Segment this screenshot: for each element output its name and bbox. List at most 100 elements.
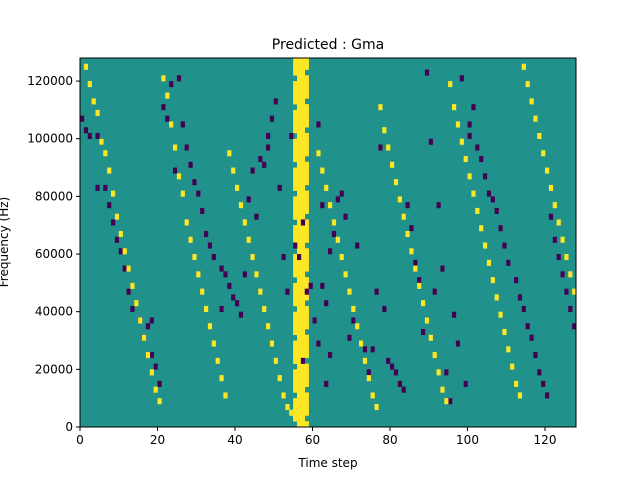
heatmap-cell-low — [463, 380, 468, 387]
heatmap-cell-band — [300, 415, 306, 422]
heatmap-cell-band — [297, 282, 302, 289]
heatmap-cell-high — [448, 81, 453, 88]
heatmap-cell-band — [300, 98, 306, 105]
heatmap-cell-low — [219, 305, 224, 312]
heatmap-cell-high — [87, 81, 92, 88]
heatmap-cell-high — [200, 288, 205, 295]
heatmap-cell-low — [324, 380, 329, 387]
heatmap-cell-band — [293, 225, 298, 232]
heatmap-cell-band — [297, 196, 302, 203]
heatmap-cell-low — [436, 202, 441, 209]
heatmap-cell-high — [514, 380, 519, 387]
heatmap-cell-high — [537, 132, 542, 140]
heatmap-cell-high — [207, 323, 213, 330]
heatmap-cell-band — [297, 132, 302, 140]
heatmap-cell-high — [242, 219, 247, 226]
heatmap-cell-band — [300, 305, 306, 312]
heatmap-cell-band — [297, 317, 302, 324]
heatmap-cell-low — [293, 242, 298, 249]
heatmap-cell-low — [378, 144, 383, 151]
heatmap-cell-band — [293, 357, 298, 364]
heatmap-cell-low — [517, 294, 523, 301]
heatmap-cell-low — [188, 161, 193, 168]
heatmap-cell-band — [304, 225, 309, 232]
y-tick-label: 100000 — [27, 132, 73, 146]
heatmap-cell-high — [211, 340, 216, 347]
heatmap-cell-band — [300, 167, 306, 174]
heatmap-cell-band — [304, 138, 309, 145]
heatmap-cell-high — [114, 213, 120, 220]
heatmap-cell-band — [304, 380, 309, 387]
heatmap-cell-high — [134, 300, 139, 307]
heatmap-cell-high — [424, 317, 430, 324]
heatmap-cell-band — [304, 190, 309, 197]
heatmap-cell-band — [304, 219, 309, 226]
heatmap-cell-low — [514, 277, 519, 284]
heatmap-cell-band — [300, 132, 306, 140]
heatmap-cell-band — [297, 398, 302, 405]
heatmap-cell-low — [486, 190, 492, 197]
heatmap-cell-band — [297, 138, 302, 145]
heatmap-cell-band — [293, 138, 298, 145]
heatmap-cell-band — [300, 104, 306, 111]
heatmap-cell-low — [149, 317, 154, 324]
heatmap-cell-band — [300, 288, 306, 295]
heatmap-cell-band — [304, 421, 309, 428]
x-tick-label: 40 — [227, 433, 242, 447]
heatmap-cell-band — [293, 86, 298, 93]
heatmap-cell-high — [331, 219, 337, 226]
heatmap-cell-low — [564, 288, 569, 295]
heatmap-cell-band — [300, 363, 306, 370]
heatmap-cell-high — [463, 156, 468, 163]
heatmap-cell-band — [300, 207, 306, 214]
heatmap-cell-band — [293, 403, 298, 411]
heatmap-cell-low — [250, 167, 255, 174]
heatmap-cell-band — [297, 144, 302, 151]
heatmap-cell-high — [219, 375, 224, 382]
heatmap-cell-low — [490, 196, 495, 203]
heatmap-cell-low — [533, 352, 538, 359]
heatmap-cell-high — [266, 323, 271, 330]
heatmap-cell-low — [130, 305, 135, 312]
heatmap-cell-band — [297, 156, 302, 163]
heatmap-cell-band — [300, 69, 306, 76]
heatmap-cell-high — [529, 98, 534, 105]
heatmap-cell-low — [386, 357, 391, 364]
heatmap-cell-low — [122, 265, 127, 272]
heatmap-cell-band — [300, 156, 306, 163]
heatmap-cell-low — [103, 184, 108, 191]
heatmap-cell-band — [300, 144, 306, 151]
heatmap-cell-high — [359, 340, 364, 347]
heatmap-cell-low — [304, 288, 309, 295]
heatmap-cell-high — [246, 236, 251, 243]
heatmap-cell-low — [467, 121, 472, 128]
x-tick-label: 60 — [305, 433, 320, 447]
heatmap-cell-high — [285, 403, 290, 411]
heatmap-cell-band — [297, 363, 302, 370]
heatmap-cell-band — [304, 161, 309, 168]
heatmap-cell-low — [432, 288, 437, 295]
heatmap-cell-band — [300, 236, 306, 243]
heatmap-cell-low — [390, 363, 395, 370]
heatmap-cell-high — [289, 409, 294, 416]
heatmap-cell-band — [297, 415, 302, 422]
heatmap-cell-low — [269, 115, 275, 122]
x-tick-label: 0 — [76, 433, 84, 447]
heatmap-cell-low — [370, 346, 375, 353]
heatmap-cell-band — [300, 190, 306, 197]
heatmap-cell-high — [490, 277, 495, 284]
heatmap-cell-high — [254, 271, 259, 278]
heatmap-cell-low — [397, 380, 402, 387]
heatmap-cell-band — [293, 282, 298, 289]
heatmap-cell-band — [304, 409, 309, 416]
heatmap-cell-band — [297, 75, 302, 82]
heatmap-cell-high — [533, 115, 538, 122]
heatmap-cell-high — [223, 392, 228, 399]
heatmap-cell-band — [293, 254, 298, 261]
heatmap-cell-low — [455, 340, 461, 347]
heatmap-cell-low — [153, 363, 158, 370]
heatmap-cell-band — [300, 92, 306, 99]
heatmap-cell-band — [300, 375, 306, 382]
heatmap-cell-high — [378, 104, 383, 111]
heatmap-cell-band — [293, 346, 298, 353]
